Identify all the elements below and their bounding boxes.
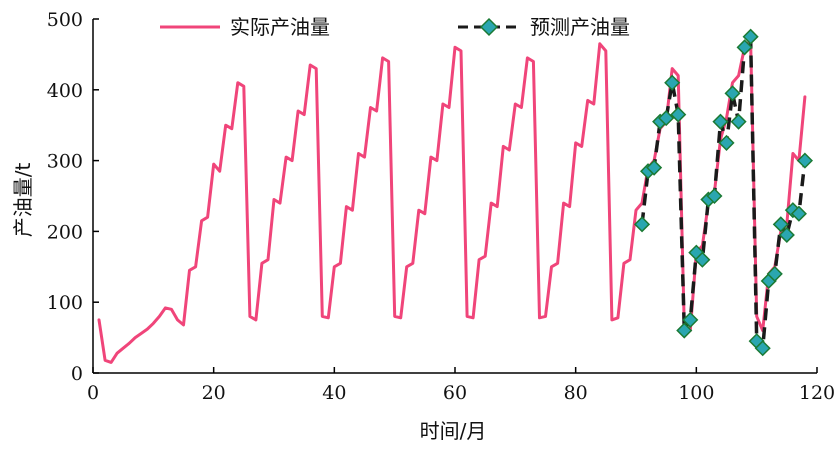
plot-area (97, 28, 813, 364)
data-point-predicted (790, 205, 807, 222)
data-point-predicted (736, 39, 753, 56)
data-point-predicted (670, 106, 687, 123)
data-point-predicted (646, 159, 663, 176)
legend: 实际产油量 预测产油量 (160, 15, 630, 39)
x-tick-label: 100 (678, 382, 714, 404)
data-point-predicted (706, 187, 723, 205)
data-point-predicted (772, 216, 789, 233)
data-point-predicted (664, 74, 681, 91)
y-axis-title: 产油量/t (11, 163, 35, 238)
y-tick-label: 500 (47, 9, 83, 31)
series-predicted-markers (633, 28, 813, 357)
y-tick-label: 100 (47, 292, 83, 314)
data-point-predicted (718, 134, 735, 151)
data-point-predicted (633, 216, 651, 233)
legend-label-actual: 实际产油量 (230, 15, 330, 39)
x-tick-label: 0 (87, 382, 99, 404)
legend-label-predicted: 预测产油量 (530, 15, 630, 39)
data-point-predicted (730, 113, 747, 130)
data-point-predicted (658, 110, 675, 127)
series-actual (97, 38, 807, 364)
data-point-predicted (724, 85, 741, 102)
x-tick-label: 60 (443, 382, 467, 404)
data-point-predicted (676, 322, 693, 339)
data-point-predicted (796, 152, 813, 169)
data-point-predicted (682, 311, 699, 328)
data-point-predicted (778, 226, 795, 244)
x-tick-label: 80 (564, 382, 588, 404)
y-tick-label: 300 (47, 151, 83, 173)
y-tick-label: 0 (71, 363, 83, 385)
legend-marker-predicted (479, 17, 499, 37)
series-actual-line (97, 38, 807, 364)
data-point-predicted (766, 265, 783, 282)
x-tick-label: 120 (799, 382, 835, 404)
x-tick-label: 40 (322, 382, 346, 404)
y-tick-label: 200 (47, 221, 83, 243)
x-axis-title: 时间/月 (420, 419, 487, 443)
data-point-predicted (694, 251, 711, 268)
x-tick-label: 20 (202, 382, 226, 404)
x-axis-ticks: 0 20 40 60 80 100 120 (87, 367, 835, 404)
data-point-predicted (742, 28, 759, 45)
y-tick-label: 400 (47, 80, 83, 102)
data-point-predicted (712, 113, 729, 130)
y-axis-ticks: 0 100 200 300 400 500 (47, 9, 99, 385)
data-point-predicted (754, 340, 771, 357)
